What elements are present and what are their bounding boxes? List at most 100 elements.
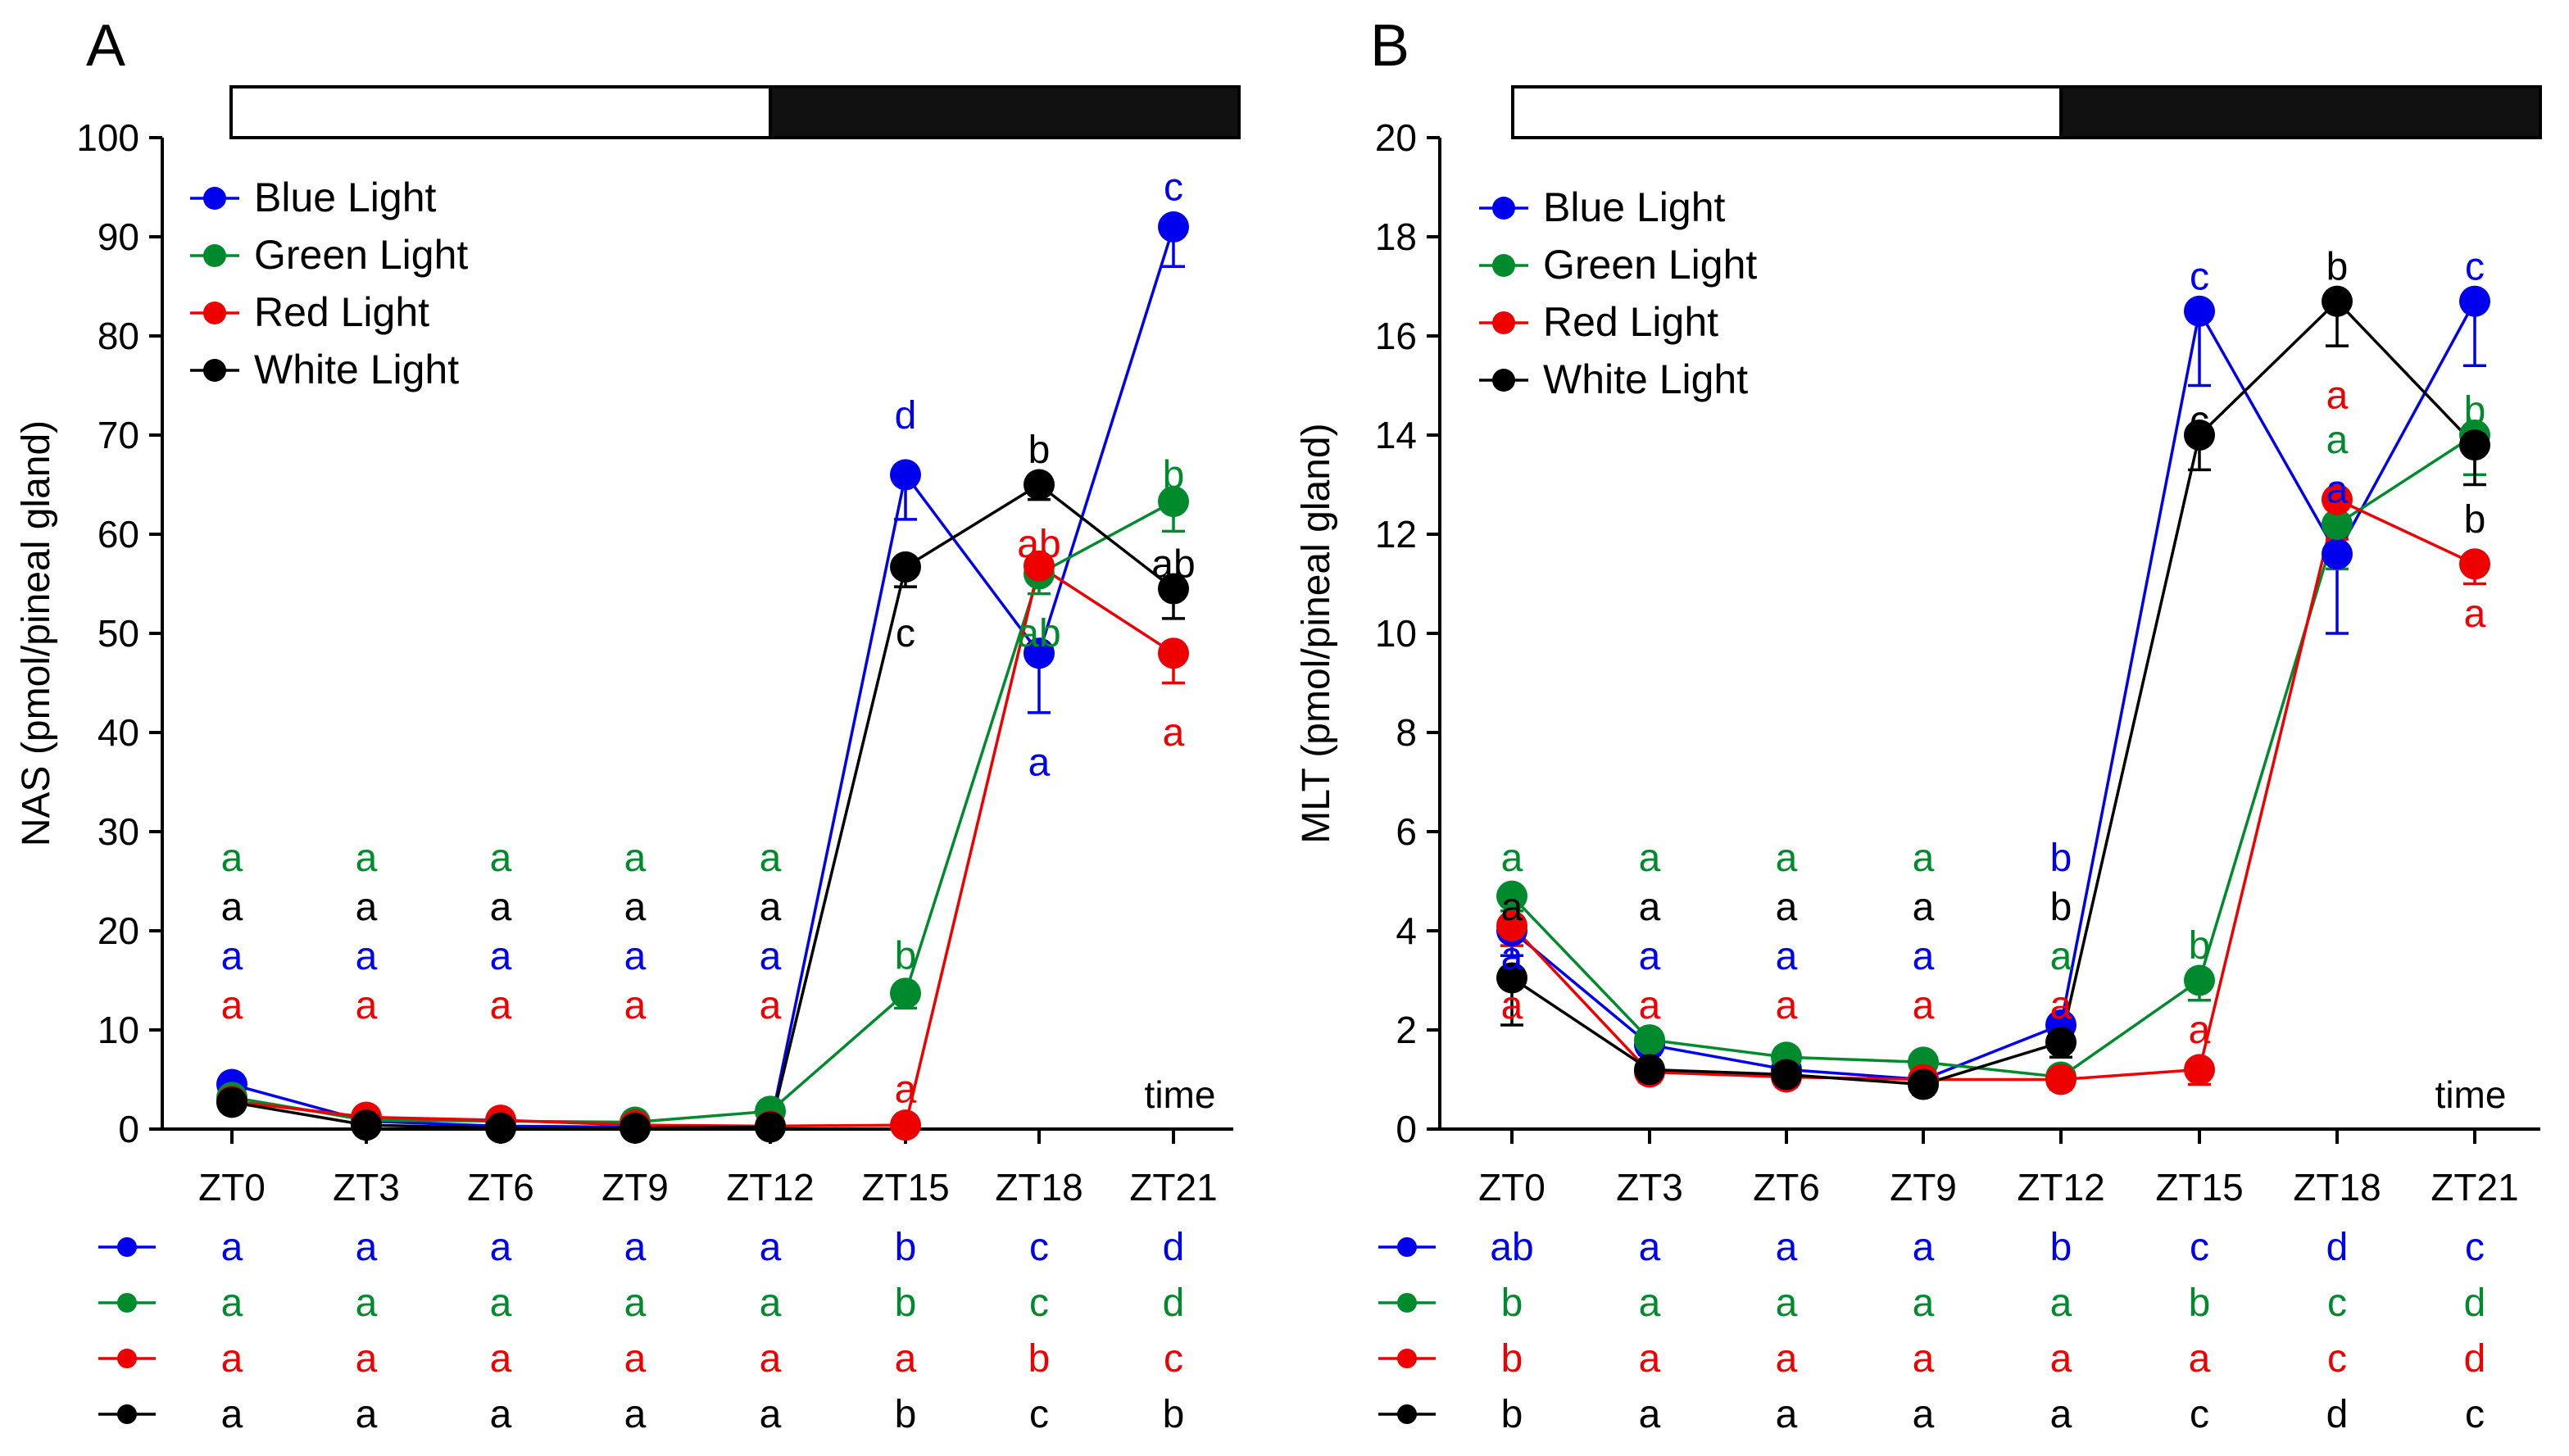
- data-point-red: [1496, 909, 1527, 941]
- series-line-black: [1511, 299, 2476, 1086]
- group-letter: c: [2190, 1393, 2209, 1436]
- group-letter: a: [1639, 1226, 1661, 1269]
- group-letter: a: [1776, 1226, 1798, 1269]
- x-axis-label: time: [2435, 1073, 2507, 1116]
- table-legend-marker: [117, 1404, 137, 1424]
- data-point-black: [2184, 420, 2215, 451]
- data-point-black: [2045, 1027, 2077, 1059]
- significance-letter: a: [2050, 984, 2072, 1027]
- group-letter: a: [1639, 1281, 1661, 1325]
- data-point-black: [2459, 429, 2490, 461]
- table-legend-marker: [117, 1293, 137, 1313]
- group-letter: a: [490, 1337, 512, 1381]
- data-point-black: [351, 1109, 382, 1141]
- table-legend-marker: [117, 1349, 137, 1368]
- significance-letter: a: [1028, 741, 1051, 784]
- y-tick-label: 20: [98, 909, 139, 952]
- group-letter: b: [1501, 1393, 1523, 1436]
- significance-letter: c: [2190, 399, 2209, 442]
- legend-marker: [203, 187, 226, 210]
- significance-letter: a: [1501, 984, 1523, 1027]
- significance-letter: a: [1913, 984, 1935, 1027]
- group-letter: a: [2050, 1393, 2072, 1436]
- light-phase-bar: [1511, 85, 2063, 139]
- group-letter: a: [1639, 1393, 1661, 1436]
- group-letter: c: [2327, 1337, 2347, 1381]
- significance-letter: a: [490, 837, 512, 880]
- group-letter: a: [1776, 1281, 1798, 1325]
- significance-letter: a: [221, 837, 243, 880]
- group-letter: a: [490, 1393, 512, 1436]
- group-letter: c: [1029, 1226, 1049, 1269]
- legend-label: Green Light: [1543, 242, 1757, 288]
- significance-letter: a: [221, 984, 243, 1027]
- group-letter: c: [2465, 1226, 2485, 1269]
- table-legend-marker: [1397, 1237, 1417, 1257]
- data-point-green: [1496, 880, 1527, 912]
- data-point-blue: [1158, 211, 1189, 243]
- group-letter: a: [624, 1226, 647, 1269]
- group-letter: a: [1776, 1337, 1798, 1381]
- y-tick-label: 2: [1396, 1009, 1417, 1051]
- legend-marker: [203, 244, 226, 267]
- data-point-black: [1496, 962, 1527, 994]
- group-letter: d: [2464, 1337, 2486, 1381]
- significance-letter: ab: [1151, 542, 1195, 586]
- x-tick-label: ZT21: [2431, 1166, 2518, 1209]
- group-letter: a: [1639, 1337, 1661, 1381]
- significance-letter: b: [2189, 924, 2211, 968]
- group-letter: a: [490, 1281, 512, 1325]
- significance-letter: a: [356, 837, 378, 880]
- group-letter: c: [2190, 1226, 2209, 1269]
- group-letter: a: [760, 1393, 782, 1436]
- significance-letter: a: [356, 935, 378, 978]
- group-letter: a: [356, 1226, 378, 1269]
- group-letter: b: [1501, 1281, 1523, 1325]
- data-point-blue: [2459, 285, 2490, 317]
- legend-label: White Light: [254, 347, 459, 392]
- y-tick-label: 6: [1396, 810, 1417, 853]
- panel-b: B 0 2 4 6 8 10 12 14 16 18 20 ZT0 ZT3 ZT6 ZT9 ZT12 ZT15 ZT…: [1295, 13, 2542, 1436]
- group-letter: c: [2327, 1281, 2347, 1325]
- legend-label: Blue Light: [254, 175, 436, 220]
- group-letter: b: [895, 1226, 917, 1269]
- significance-letter: a: [2326, 419, 2349, 462]
- significance-letter: a: [760, 886, 782, 929]
- x-tick-label: ZT6: [1753, 1166, 1820, 1209]
- table-legend-marker: [1397, 1349, 1417, 1368]
- group-letter: a: [624, 1393, 647, 1436]
- significance-letter: a: [221, 935, 243, 978]
- significance-letter: a: [1639, 984, 1661, 1027]
- legend-label: Red Light: [254, 289, 429, 335]
- significance-letter: a: [624, 886, 647, 929]
- significance-letter: a: [760, 984, 782, 1027]
- group-letter: b: [895, 1281, 917, 1325]
- data-point-red: [1024, 550, 1055, 582]
- series-line-green: [231, 500, 1174, 1124]
- table-legend-marker: [117, 1237, 137, 1257]
- y-tick-label: 0: [1396, 1108, 1417, 1150]
- group-letter: ab: [1490, 1226, 1533, 1269]
- table-legend-marker: [1397, 1293, 1417, 1313]
- legend-marker: [1492, 254, 1515, 277]
- legend-label: Green Light: [254, 232, 468, 278]
- significance-letter: a: [624, 837, 647, 880]
- series-line-blue: [1510, 300, 2476, 1082]
- data-point-red: [890, 1109, 921, 1141]
- significance-letter: a: [895, 1068, 917, 1112]
- data-point-black: [620, 1112, 651, 1144]
- significance-letter: a: [624, 935, 647, 978]
- group-letter: d: [1163, 1281, 1185, 1325]
- group-letter: a: [624, 1337, 647, 1381]
- group-letter: a: [356, 1393, 378, 1436]
- x-tick-label: ZT3: [1616, 1166, 1683, 1209]
- y-tick-label: 16: [1375, 315, 1417, 357]
- significance-letter: a: [1639, 837, 1661, 880]
- group-letter: b: [1028, 1337, 1051, 1381]
- group-letter: a: [760, 1226, 782, 1269]
- group-letter: a: [760, 1337, 782, 1381]
- y-tick-label: 20: [1375, 116, 1417, 159]
- significance-letter: a: [1776, 837, 1798, 880]
- group-letter: d: [1163, 1226, 1185, 1269]
- y-tick-label: 10: [98, 1009, 139, 1051]
